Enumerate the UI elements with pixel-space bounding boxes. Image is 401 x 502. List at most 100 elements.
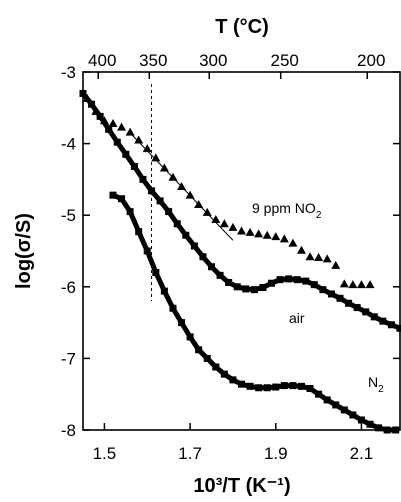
data-point	[202, 207, 212, 216]
series-label-n2: N2	[368, 374, 384, 395]
top-tick-label: 200	[357, 51, 385, 70]
series-2-line	[112, 192, 396, 433]
top-tick-label: 250	[271, 51, 299, 70]
data-point	[96, 112, 104, 120]
series-2	[109, 191, 400, 434]
y-tick-label: -3	[61, 63, 76, 82]
y-tick-label: -5	[61, 206, 76, 225]
data-point	[356, 280, 366, 289]
data-point	[143, 247, 151, 255]
series-label-no2: 9 ppm NO2	[252, 200, 322, 221]
data-point	[88, 100, 96, 108]
data-point	[365, 280, 375, 289]
series-label-n2-sub: 2	[378, 384, 384, 395]
data-point	[331, 260, 341, 269]
series-1	[79, 89, 401, 332]
data-point	[108, 119, 118, 128]
data-point	[315, 390, 323, 398]
y-tick-label: -7	[61, 349, 76, 368]
data-point	[212, 363, 220, 371]
data-point	[250, 286, 258, 294]
y-axis-label: log(σ/S)	[13, 213, 35, 289]
data-point	[336, 294, 344, 302]
data-point	[323, 396, 331, 404]
data-point	[109, 191, 117, 199]
data-point	[233, 283, 241, 291]
data-point	[139, 175, 147, 183]
data-point	[262, 230, 272, 239]
data-point	[271, 232, 281, 241]
data-marks	[79, 89, 401, 434]
data-point	[245, 227, 255, 236]
data-point	[357, 416, 365, 424]
data-point	[182, 231, 190, 239]
data-point	[79, 89, 87, 97]
data-point	[135, 228, 143, 236]
data-point	[293, 276, 301, 284]
data-point	[302, 277, 310, 285]
data-point	[297, 382, 305, 390]
data-point	[306, 384, 314, 392]
data-point	[190, 242, 198, 250]
data-point	[279, 234, 289, 243]
data-point	[199, 253, 207, 261]
data-point	[208, 263, 216, 271]
data-point	[353, 304, 361, 312]
data-point	[238, 380, 245, 388]
data-point	[392, 426, 400, 434]
data-point	[220, 370, 228, 378]
top-tick-label: 300	[199, 51, 227, 70]
data-point	[169, 304, 177, 312]
data-point	[387, 321, 395, 329]
data-point	[185, 190, 195, 199]
data-point	[203, 354, 211, 362]
x-tick-label: 1.9	[264, 444, 288, 463]
data-point	[366, 420, 374, 428]
data-point	[242, 285, 250, 293]
data-point	[134, 135, 144, 144]
x-tick-label: 1.5	[93, 444, 117, 463]
data-point	[255, 384, 263, 392]
y-tick-label: -6	[61, 278, 76, 297]
x-tick-label: 1.7	[178, 444, 202, 463]
x-axis-label: 10³/T (K⁻¹)	[193, 475, 290, 497]
data-point	[118, 195, 126, 203]
data-point	[267, 279, 275, 287]
data-point	[254, 229, 264, 238]
axis-ticks: 1.5 1.7 1.9 2.1 -3 -4 -5 -6 -7 -8 400 350 300 250 200	[61, 51, 400, 463]
top-tick-label: 400	[88, 51, 116, 70]
data-point	[211, 214, 221, 223]
y-tick-label: -4	[61, 135, 76, 154]
data-point	[280, 382, 288, 390]
data-point	[272, 383, 280, 391]
data-point	[327, 290, 335, 298]
data-point	[168, 172, 178, 181]
y-tick-label: -8	[61, 421, 76, 440]
top-tick-label: 350	[139, 51, 167, 70]
data-point	[349, 411, 357, 419]
data-point	[340, 406, 348, 414]
data-point	[276, 276, 284, 284]
series-label-no2-main: 9 ppm NO	[252, 200, 316, 216]
data-point	[305, 252, 315, 261]
data-point	[152, 268, 160, 276]
data-point	[178, 319, 186, 327]
data-point	[246, 382, 254, 390]
data-point	[319, 286, 327, 294]
series-label-no2-sub: 2	[316, 210, 322, 221]
data-point	[195, 346, 203, 354]
plot-frame	[82, 71, 401, 431]
series-0	[82, 93, 375, 289]
data-point	[288, 238, 298, 247]
series-label-n2-main: N	[368, 374, 378, 390]
data-point	[375, 424, 383, 432]
data-point	[126, 208, 134, 216]
data-point	[322, 254, 332, 263]
data-point	[348, 280, 358, 289]
data-point	[130, 163, 138, 171]
data-point	[151, 153, 161, 162]
data-point	[229, 376, 237, 384]
data-point	[289, 382, 297, 390]
fit-line	[129, 132, 234, 241]
